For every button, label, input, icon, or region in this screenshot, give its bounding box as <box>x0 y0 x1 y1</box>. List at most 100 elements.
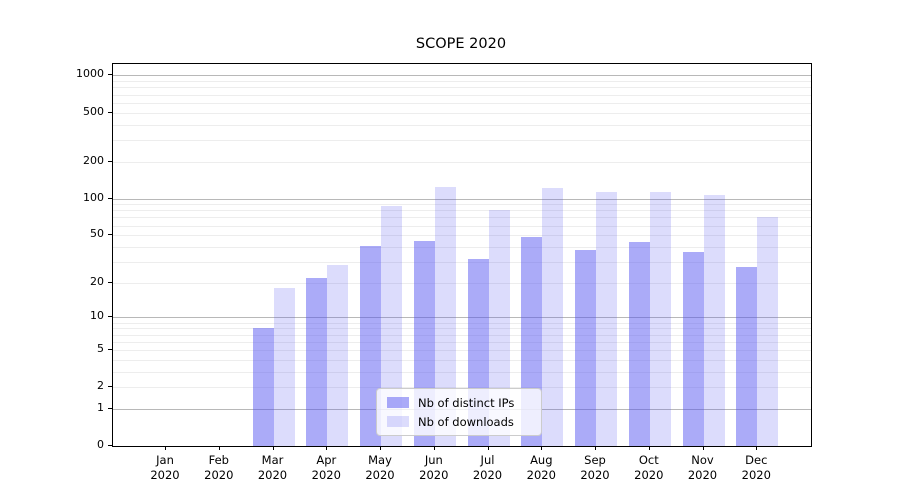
x-tick-label-line: Mar <box>261 453 284 467</box>
x-tick-label-line: 2020 <box>741 468 771 482</box>
major-gridline <box>113 198 811 200</box>
bar-distinct-ips <box>252 328 274 446</box>
y-tick-mark <box>108 445 112 446</box>
x-tick-label-line: 2020 <box>150 468 180 482</box>
y-tick-mark <box>108 348 112 350</box>
minor-gridline <box>113 81 811 83</box>
y-tick-label: 0 <box>97 438 104 451</box>
x-tick-label-line: Oct <box>638 453 659 467</box>
bar-distinct-ips <box>628 241 650 446</box>
x-tick-label: Feb 2020 <box>191 453 247 483</box>
legend-swatch <box>387 416 409 427</box>
x-tick-mark <box>433 446 435 450</box>
x-tick-label: May 2020 <box>352 453 408 483</box>
x-tick-mark <box>756 446 758 450</box>
bar-downloads <box>434 186 456 446</box>
x-tick-label-line: May <box>368 453 392 467</box>
x-tick-label: Jul 2020 <box>460 453 516 483</box>
minor-gridline <box>113 282 811 284</box>
bar-downloads <box>757 216 779 446</box>
minor-gridline <box>113 322 811 324</box>
x-tick-label: Nov 2020 <box>675 453 731 483</box>
x-tick-label-line: Apr <box>316 453 337 467</box>
x-tick-label: Jan 2020 <box>137 453 193 483</box>
bar-distinct-ips <box>306 277 328 446</box>
bar-distinct-ips <box>736 267 758 446</box>
minor-gridline <box>113 235 811 237</box>
bar-downloads <box>542 188 564 446</box>
bar-downloads <box>381 205 402 446</box>
minor-gridline <box>113 387 811 389</box>
bar-downloads <box>649 191 671 446</box>
legend-swatch <box>387 397 409 408</box>
bar-downloads <box>488 209 510 446</box>
x-tick-mark <box>595 446 596 450</box>
y-tick-mark <box>108 407 112 409</box>
y-tick-mark <box>108 197 112 199</box>
x-tick-label-line: Aug <box>530 453 553 467</box>
bar-downloads <box>273 288 295 446</box>
x-tick-label-line: Jun <box>424 453 443 467</box>
y-tick-mark <box>108 281 112 283</box>
y-tick-label: 2 <box>97 379 104 393</box>
minor-gridline <box>113 112 811 114</box>
minor-gridline <box>113 334 811 336</box>
x-tick-label-line: Sep <box>584 453 606 467</box>
minor-gridline <box>113 359 811 361</box>
minor-gridline <box>113 341 811 343</box>
y-tick-label: 50 <box>90 227 104 241</box>
x-tick-label-line: 2020 <box>687 468 718 482</box>
y-tick-mark <box>108 160 112 162</box>
bar-distinct-ips <box>360 245 381 446</box>
minor-gridline <box>113 217 811 219</box>
legend: Nb of distinct IPs Nb of downloads <box>376 388 542 436</box>
minor-gridline <box>113 261 811 263</box>
x-tick-mark <box>648 446 650 450</box>
y-tick-mark <box>108 111 112 113</box>
minor-gridline <box>113 87 811 89</box>
bar-downloads <box>596 192 617 446</box>
x-tick-label-line: 2020 <box>365 468 395 482</box>
y-tick-mark <box>108 386 112 388</box>
minor-gridline <box>113 328 811 330</box>
major-gridline <box>113 317 811 319</box>
minor-gridline <box>113 94 811 96</box>
x-tick-label-line: Feb <box>208 453 229 467</box>
y-tick-label: 100 <box>83 190 104 204</box>
minor-gridline <box>113 246 811 248</box>
x-tick-label-line: 2020 <box>580 468 610 482</box>
x-tick-mark <box>702 446 704 450</box>
x-tick-label-line: Nov <box>691 453 714 467</box>
legend-label: Nb of distinct IPs <box>418 395 515 410</box>
x-tick-mark <box>326 446 328 450</box>
x-tick-label-line: 2020 <box>526 468 556 482</box>
y-tick-label: 10 <box>90 309 104 323</box>
x-tick-mark <box>380 446 381 450</box>
x-tick-mark <box>218 446 220 450</box>
x-tick-label-line: 2020 <box>257 468 288 482</box>
bar-downloads <box>703 194 725 446</box>
minor-gridline <box>113 139 811 141</box>
x-tick-label: Dec 2020 <box>728 453 784 483</box>
x-tick-label: Sep 2020 <box>567 453 623 483</box>
bar-distinct-ips <box>575 249 596 446</box>
minor-gridline <box>113 371 811 373</box>
minor-gridline <box>113 225 811 227</box>
x-tick-label-line: 2020 <box>311 468 341 482</box>
x-tick-mark <box>272 446 274 450</box>
x-tick-label: Mar 2020 <box>245 453 301 483</box>
x-tick-label-line: 2020 <box>634 468 664 482</box>
y-tick-mark <box>108 74 112 76</box>
x-tick-label-line: 2020 <box>472 468 503 482</box>
y-tick-label: 1000 <box>76 67 104 81</box>
major-gridline <box>113 75 811 77</box>
x-tick-label: Aug 2020 <box>513 453 569 483</box>
x-tick-label: Oct 2020 <box>621 453 677 483</box>
y-tick-mark <box>108 316 112 318</box>
x-tick-mark <box>165 446 166 450</box>
x-tick-label-line: Dec <box>745 453 768 467</box>
y-tick-label: 5 <box>97 341 104 355</box>
chart-title: SCOPE 2020 <box>415 36 507 52</box>
x-tick-label-line: Jan <box>156 453 174 467</box>
x-tick-label-line: Jul <box>480 453 495 467</box>
